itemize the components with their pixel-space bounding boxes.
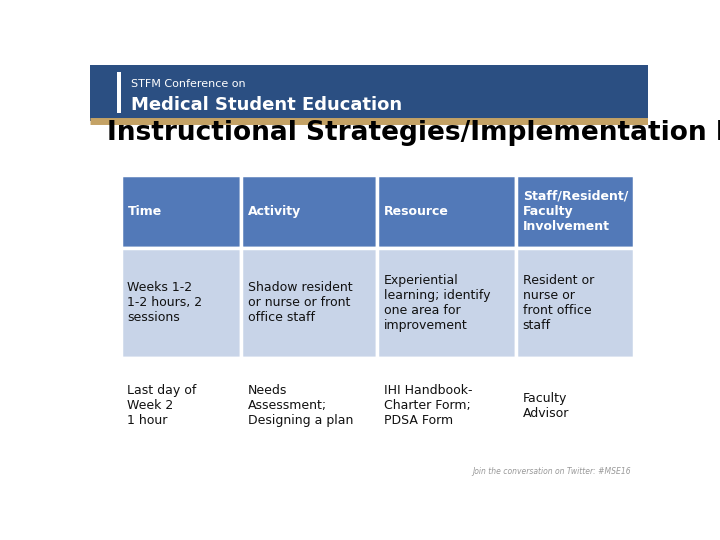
Bar [121, 175, 241, 248]
Text: Faculty
Advisor: Faculty Advisor [523, 392, 569, 420]
Bar [241, 175, 377, 248]
Text: IHI Handbook-
Charter Form;
PDSA Form: IHI Handbook- Charter Form; PDSA Form [384, 384, 472, 427]
Text: Medical Student Education: Medical Student Education [131, 96, 402, 114]
Bar [117, 72, 121, 113]
Bar [90, 65, 648, 121]
Text: Activity: Activity [248, 205, 301, 218]
Text: Instructional Strategies/Implementation Plan: Instructional Strategies/Implementation … [107, 120, 720, 146]
Bar [516, 175, 634, 248]
Text: Resource: Resource [384, 205, 449, 218]
Bar [377, 358, 516, 454]
Text: Shadow resident
or nurse or front
office staff: Shadow resident or nurse or front office… [248, 281, 353, 325]
Bar [121, 358, 241, 454]
Bar [516, 248, 634, 358]
Text: STFM Conference on: STFM Conference on [131, 79, 246, 90]
Text: Join the conversation on Twitter: #MSE16: Join the conversation on Twitter: #MSE16 [472, 467, 631, 476]
Bar [516, 358, 634, 454]
Text: Time: Time [127, 205, 161, 218]
Text: Staff/Resident/
Faculty
Involvement: Staff/Resident/ Faculty Involvement [523, 190, 628, 233]
Bar [241, 248, 377, 358]
Bar [377, 175, 516, 248]
Bar [121, 248, 241, 358]
Bar [241, 358, 377, 454]
Text: Needs
Assessment;
Designing a plan: Needs Assessment; Designing a plan [248, 384, 354, 427]
Text: Last day of
Week 2
1 hour: Last day of Week 2 1 hour [127, 384, 197, 427]
Bar [377, 248, 516, 358]
Text: Weeks 1-2
1-2 hours, 2
sessions: Weeks 1-2 1-2 hours, 2 sessions [127, 281, 202, 325]
Text: Resident or
nurse or
front office
staff: Resident or nurse or front office staff [523, 274, 594, 332]
Text: Experiential
learning; identify
one area for
improvement: Experiential learning; identify one area… [384, 274, 490, 332]
